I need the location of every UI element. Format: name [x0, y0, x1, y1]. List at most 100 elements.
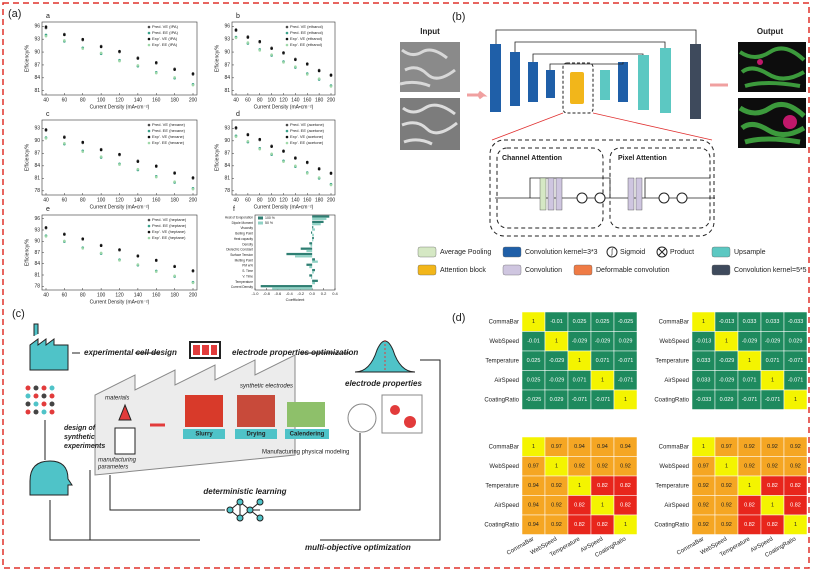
bar: [295, 255, 313, 258]
cell-label: 0.97: [551, 444, 562, 450]
y-tick-label: 87: [34, 151, 40, 157]
parameters-icon: [114, 427, 136, 455]
data-point: [317, 69, 321, 73]
output-label: Output: [757, 27, 784, 36]
data-point: [246, 36, 250, 39]
data-point: [191, 187, 195, 191]
cell-label: 0.97: [528, 464, 539, 470]
data-point: [136, 263, 140, 266]
y-tick-label: 78: [34, 284, 40, 290]
cell-label: 0.82: [620, 483, 631, 489]
label: experimental cell design: [84, 348, 177, 357]
label: materials: [105, 396, 129, 402]
y-tick-label: S. Time: [242, 269, 253, 273]
network-icon: [229, 501, 261, 519]
data-point: [173, 68, 176, 71]
cell-label: 0.92: [790, 444, 801, 450]
legend-marker: [285, 25, 289, 29]
x-axis-label: Current Density (mA•cm⁻²): [90, 299, 150, 305]
cell-label: 1: [748, 358, 751, 364]
data-point: [246, 139, 250, 143]
y-tick-label: 96: [34, 24, 40, 30]
data-point: [173, 265, 176, 269]
bar: [310, 244, 313, 247]
data-point: [282, 51, 285, 54]
legend-swatch: [711, 264, 731, 276]
bar: [312, 228, 315, 231]
bar: [312, 215, 330, 218]
cell-label: -0.071: [595, 397, 611, 403]
panel-label: (c): [12, 308, 25, 320]
x-tick-label: 120: [115, 292, 124, 298]
legend-swatch: [258, 216, 263, 220]
x-tick-label: 0.4: [332, 291, 338, 296]
cell-label: 0.029: [550, 397, 564, 403]
data-point: [329, 171, 333, 175]
legend-label: Pred. VE (hexane): [152, 122, 186, 127]
legend-label: Attention block: [440, 267, 486, 274]
cell-label: 0.071: [766, 358, 780, 364]
data-point: [305, 172, 309, 175]
legend-label: Pred. EE (acetone): [290, 128, 325, 133]
legend-label: Pred. VE (IPA): [152, 24, 179, 29]
panel-label: (d): [452, 312, 465, 324]
y-tick-label: 93: [224, 37, 230, 43]
cell-label: 0.033: [697, 358, 711, 364]
factory-icon: [29, 323, 69, 371]
subplot-label: e: [46, 206, 50, 213]
slurry-image: [185, 395, 223, 427]
data-point: [118, 59, 121, 63]
data-point: [258, 40, 262, 43]
arrow: [467, 90, 488, 100]
row-label: WebSpeed: [659, 339, 689, 345]
block: [510, 52, 520, 106]
cell-label: 0.82: [767, 522, 778, 528]
y-tick-label: 84: [224, 75, 230, 81]
legend-label: Pred. EE (IPA): [152, 30, 179, 35]
x-tick-label: 120: [279, 97, 288, 103]
block: [660, 48, 671, 113]
bar: [260, 285, 313, 288]
cell-label: -0.029: [719, 358, 735, 364]
block: [638, 55, 649, 110]
y-tick-label: 96: [34, 216, 40, 222]
cell-label: 1: [624, 397, 627, 403]
data-point: [270, 47, 273, 50]
cell-label: 1: [725, 339, 728, 345]
bar: [312, 217, 327, 220]
block: [627, 177, 635, 211]
data-point: [99, 251, 103, 255]
cell-label: 0.92: [767, 464, 778, 470]
cell-label: 0.92: [551, 483, 562, 489]
cell-label: 0.92: [551, 503, 562, 509]
legend-marker: [147, 43, 151, 47]
bar: [312, 239, 314, 242]
channel-box: [496, 147, 604, 229]
data-point: [136, 64, 140, 67]
cell-label: 1: [771, 378, 774, 384]
data-point: [99, 148, 103, 152]
row-label: AirSpeed: [494, 378, 519, 384]
cell-label: 0.033: [697, 378, 711, 384]
block: [690, 44, 701, 119]
skip-connections: [495, 29, 697, 70]
data-point: [63, 39, 66, 42]
legend-marker: [147, 135, 151, 139]
cell-label: -0.033: [696, 397, 712, 403]
legend-label: Pred. VE (ethanol): [290, 24, 324, 29]
x-tick-label: 60: [62, 97, 68, 103]
legend-swatch: [711, 246, 731, 258]
bar: [309, 242, 313, 245]
cell-label: 0.94: [528, 503, 539, 509]
y-tick-label: 87: [224, 151, 230, 157]
y-tick-label: 90: [34, 138, 40, 144]
legend-label: 100 %: [265, 216, 275, 220]
data-point: [191, 72, 195, 75]
row-label: WebSpeed: [489, 339, 519, 345]
cell-label: 0.92: [698, 503, 709, 509]
block: [490, 44, 501, 112]
data-point: [154, 175, 158, 179]
block: [539, 177, 547, 211]
step-label: Calendering: [290, 432, 325, 438]
